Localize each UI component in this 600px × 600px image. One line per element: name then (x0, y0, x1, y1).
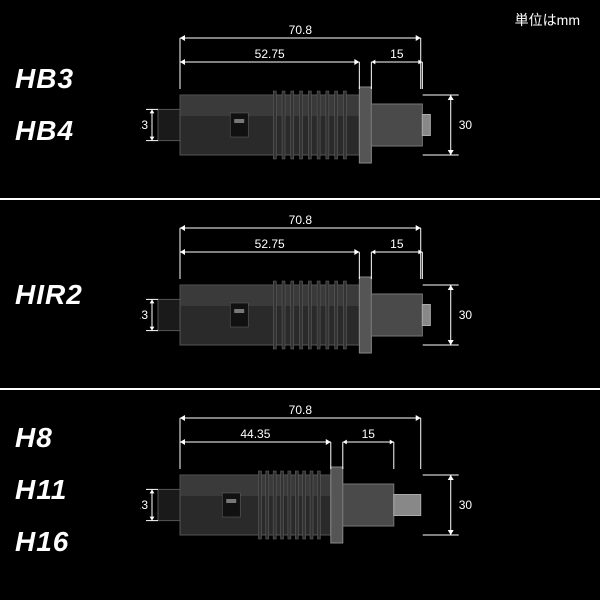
bulb-type-label: HIR2 (15, 279, 83, 311)
bulb-diagram: 70.8 52.75 15 30 15.3 (140, 210, 580, 375)
dim-stub: 15.3 (140, 498, 148, 512)
dim-height: 30 (459, 308, 473, 322)
dim-stub: 15.3 (140, 118, 148, 132)
bulb-type-label: HB4 (15, 115, 74, 147)
section-divider (0, 388, 600, 390)
dim-total-length: 70.8 (289, 213, 313, 227)
dim-total-length: 70.8 (289, 23, 313, 37)
bulb-type-label: H16 (15, 526, 69, 558)
dim-height: 30 (459, 118, 473, 132)
bulb-drawing-area: 70.8 52.75 15 30 15.3 (140, 20, 580, 185)
diagram-section: HIR2 70.8 52.75 15 30 15.3 (0, 210, 600, 380)
dim-total-length: 70.8 (289, 403, 313, 417)
dim-head-gap: 15 (390, 47, 404, 61)
bulb-type-labels: HB3 HB4 (15, 20, 74, 190)
dim-head-gap: 15 (390, 237, 404, 251)
bulb-drawing-area: 70.8 44.35 15 30 15.3 (140, 400, 580, 565)
diagram-section: H8 H11 H16 70.8 44.35 15 30 15.3 (0, 400, 600, 580)
bulb-type-labels: H8 H11 H16 (15, 400, 69, 580)
dim-body-length: 52.75 (255, 237, 285, 251)
diagram-section: HB3 HB4 70.8 52.75 15 30 15.3 (0, 20, 600, 190)
dim-stub: 15.3 (140, 308, 148, 322)
bulb-diagram: 70.8 52.75 15 30 15.3 (140, 20, 580, 185)
bulb-type-label: H8 (15, 422, 69, 454)
bulb-type-label: HB3 (15, 63, 74, 95)
bulb-drawing-area: 70.8 52.75 15 30 15.3 (140, 210, 580, 375)
dim-body-length: 52.75 (255, 47, 285, 61)
bulb-diagram: 70.8 44.35 15 30 15.3 (140, 400, 580, 565)
section-divider (0, 198, 600, 200)
dim-body-length: 44.35 (240, 427, 270, 441)
bulb-type-label: H11 (15, 474, 69, 506)
dim-head-gap: 15 (362, 427, 376, 441)
bulb-type-labels: HIR2 (15, 210, 83, 380)
dim-height: 30 (459, 498, 473, 512)
